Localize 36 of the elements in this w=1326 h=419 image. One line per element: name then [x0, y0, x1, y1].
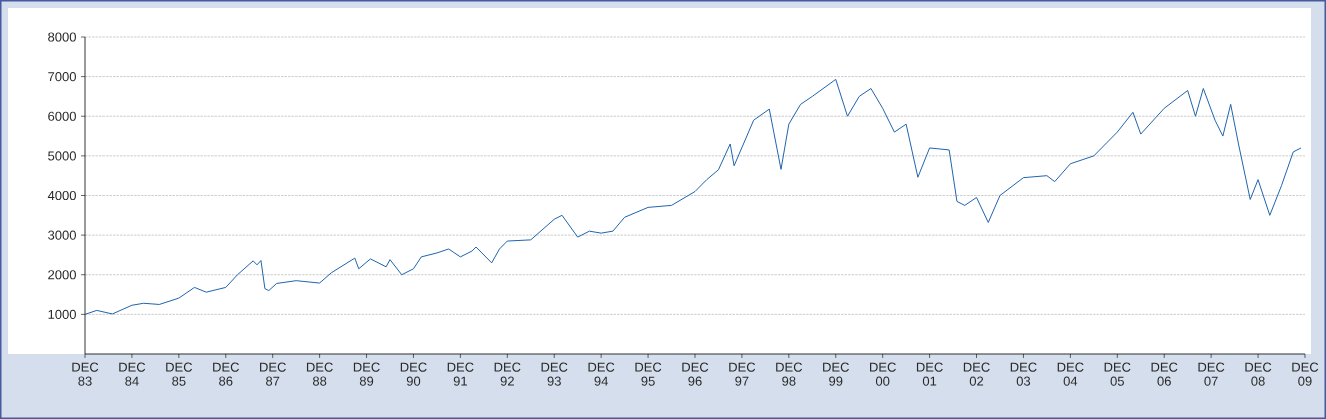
x-tick-label: DEC 05 — [1104, 362, 1131, 386]
x-tick-label: DEC 09 — [1292, 362, 1319, 386]
x-tick-label: DEC 92 — [494, 362, 521, 386]
y-tick-label: 7000 — [48, 72, 76, 82]
x-tick-label: DEC 93 — [541, 362, 568, 386]
x-tick-label: DEC 97 — [729, 362, 756, 386]
y-tick-label: 2000 — [48, 270, 76, 280]
x-tick-label: DEC 03 — [1010, 362, 1037, 386]
x-tick-label: DEC 89 — [353, 362, 380, 386]
x-tick-label: DEC 02 — [963, 362, 990, 386]
x-tick-label: DEC 90 — [400, 362, 427, 386]
x-tick-label: DEC 96 — [682, 362, 709, 386]
x-tick-label: DEC 91 — [447, 362, 474, 386]
y-tick-label: 5000 — [48, 151, 76, 161]
y-tick-label: 8000 — [48, 32, 76, 42]
x-tick-label: DEC 01 — [916, 362, 943, 386]
x-tick-label: DEC 08 — [1245, 362, 1272, 386]
y-tick-label: 4000 — [47, 190, 76, 201]
x-tick-label: DEC 86 — [213, 362, 239, 386]
x-tick-label: DEC 98 — [776, 362, 803, 386]
x-tick-label: DEC 87 — [260, 362, 286, 386]
x-tick-label: DEC 83 — [72, 362, 99, 386]
x-tick-label: DEC 99 — [823, 362, 849, 386]
x-tick-label: DEC 85 — [166, 362, 193, 386]
x-tick-label: DEC 95 — [635, 362, 662, 386]
x-tick-label: DEC 04 — [1057, 362, 1084, 386]
y-tick-label: 6000 — [48, 111, 76, 121]
x-tick-label: DEC 88 — [306, 362, 333, 386]
x-tick-label: DEC 94 — [588, 362, 615, 386]
y-tick-label: 3000 — [48, 230, 76, 240]
line-series — [84, 78, 1302, 315]
x-tick-label: DEC 84 — [119, 362, 146, 386]
x-tick-label: DEC 06 — [1151, 362, 1178, 386]
y-tick-label: 1000 — [48, 309, 76, 319]
x-tick-label: DEC 00 — [870, 362, 896, 386]
x-tick-label: DEC 07 — [1198, 362, 1225, 386]
